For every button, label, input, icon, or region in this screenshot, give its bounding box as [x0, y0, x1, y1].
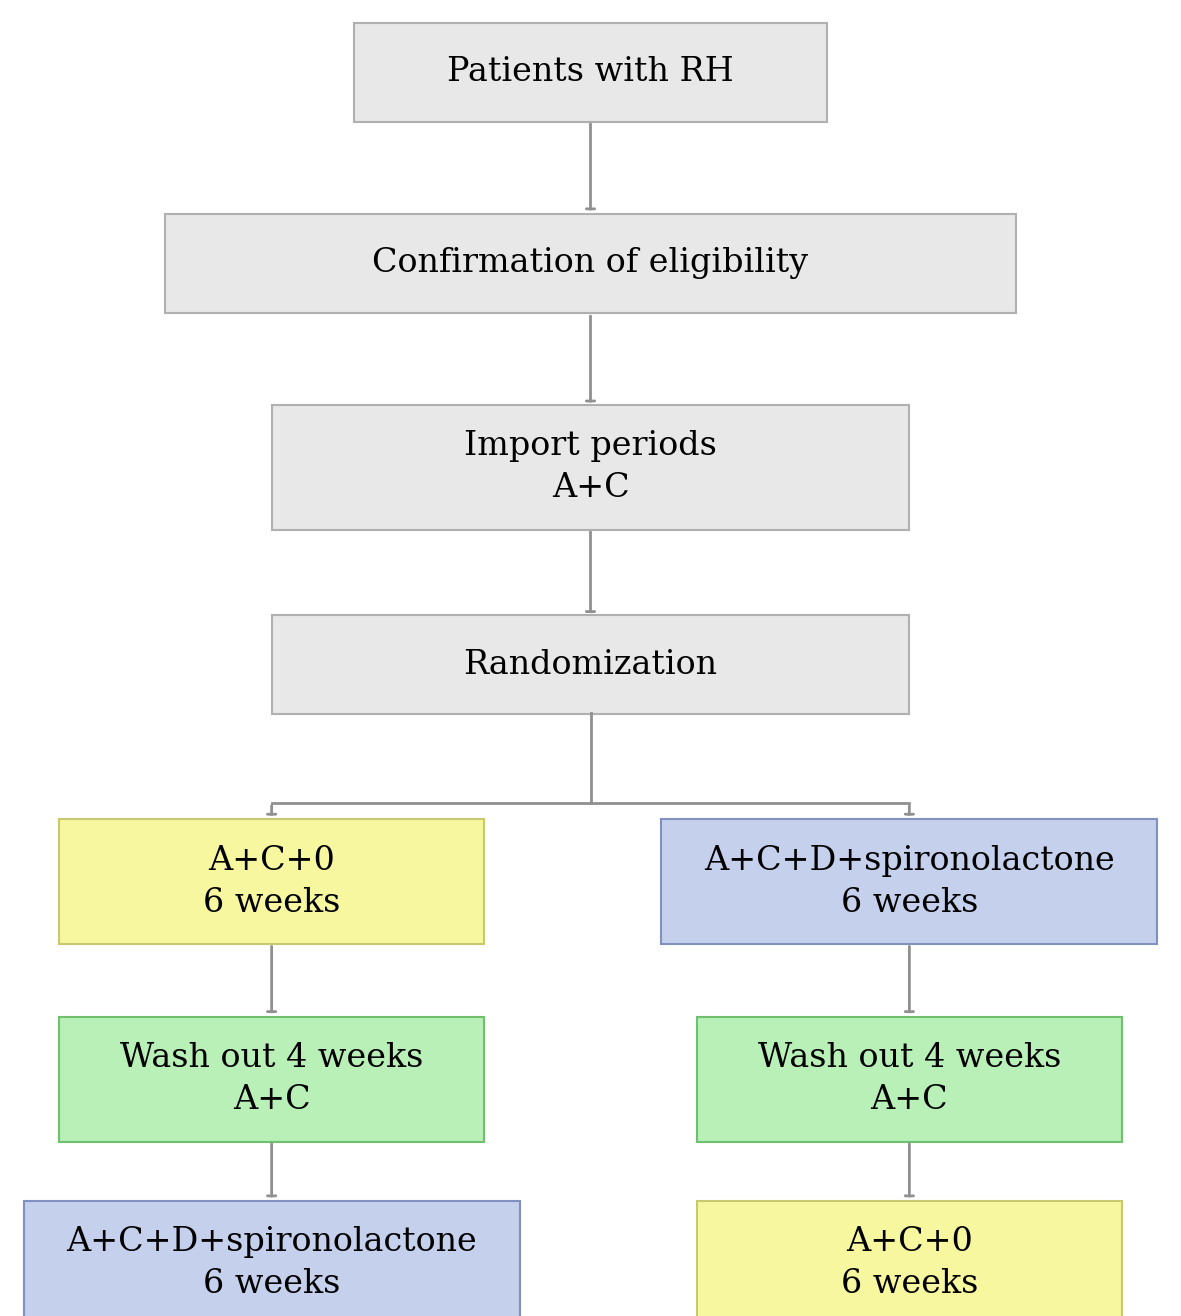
FancyBboxPatch shape — [272, 405, 909, 529]
Text: A+C+0
6 weeks: A+C+0 6 weeks — [203, 845, 340, 919]
FancyBboxPatch shape — [59, 819, 484, 945]
Text: Patients with RH: Patients with RH — [448, 57, 733, 88]
FancyBboxPatch shape — [272, 616, 909, 713]
Text: Import periods
A+C: Import periods A+C — [464, 430, 717, 504]
FancyBboxPatch shape — [354, 24, 827, 122]
FancyBboxPatch shape — [59, 1016, 484, 1141]
Text: Wash out 4 weeks
A+C: Wash out 4 weeks A+C — [120, 1042, 423, 1116]
FancyBboxPatch shape — [697, 1016, 1122, 1141]
Text: Wash out 4 weeks
A+C: Wash out 4 weeks A+C — [758, 1042, 1061, 1116]
Text: Randomization: Randomization — [463, 649, 718, 680]
Text: A+C+0
6 weeks: A+C+0 6 weeks — [841, 1227, 978, 1300]
FancyBboxPatch shape — [165, 213, 1016, 312]
FancyBboxPatch shape — [661, 819, 1157, 945]
Text: Confirmation of eligibility: Confirmation of eligibility — [372, 247, 809, 279]
Text: A+C+D+spironolactone
6 weeks: A+C+D+spironolactone 6 weeks — [66, 1227, 477, 1300]
Text: A+C+D+spironolactone
6 weeks: A+C+D+spironolactone 6 weeks — [704, 845, 1115, 919]
FancyBboxPatch shape — [24, 1200, 520, 1316]
FancyBboxPatch shape — [697, 1200, 1122, 1316]
